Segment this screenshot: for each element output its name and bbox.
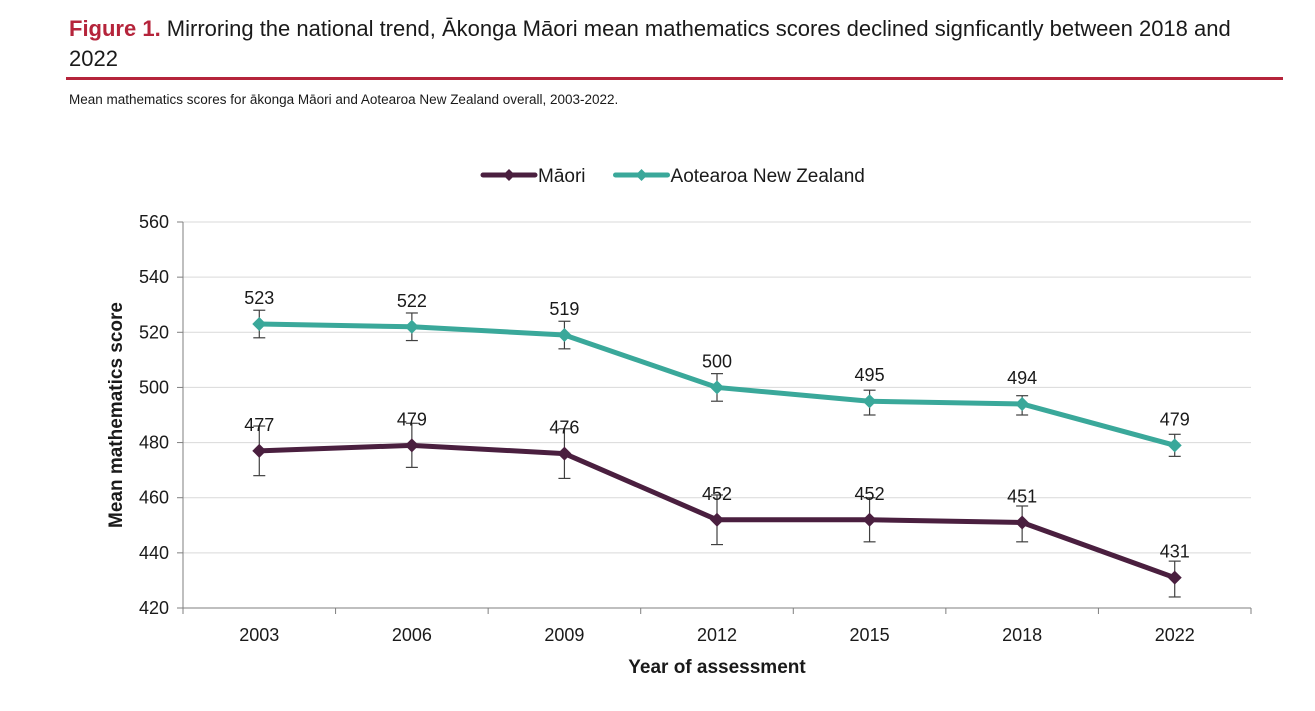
legend-marker [635,169,648,181]
data-label: 476 [549,418,579,438]
data-label: 479 [1160,409,1190,429]
data-label: 452 [855,484,885,504]
data-point [557,446,572,461]
data-label: 494 [1007,368,1037,388]
data-point [404,438,419,453]
legend-item-new-zealand: Aotearoa New Zealand [613,166,865,187]
x-tick-label: 2006 [392,625,432,645]
x-tick-label: 2003 [239,625,279,645]
data-point [862,394,877,409]
data-point [1015,396,1030,411]
legend-label: Aotearoa New Zealand [671,166,865,187]
series-maori [252,422,1182,598]
data-point [557,328,572,343]
data-label: 431 [1160,542,1190,562]
series-group [252,309,1182,598]
data-labels: 477 479 476 452 452 451 431 523 522 519 500 495 494 4… [244,288,1189,562]
figure-subtitle: Mean mathematics scores for ākonga Māori… [69,92,619,107]
y-tick-label: 420 [139,598,169,618]
data-label: 451 [1007,487,1037,507]
figure-title-text: Mirroring the national trend, Ākonga Māo… [69,16,1231,71]
data-label: 495 [855,365,885,385]
figure-title: Figure 1. Mirroring the national trend, … [69,14,1269,74]
axes: 420 440 460 480 500 520 540 560 2003 2006 2009 2012… [139,212,1252,645]
data-point [862,512,877,527]
legend: Māori Aotearoa New Zealand [480,166,865,187]
y-tick-label: 560 [139,212,169,232]
y-tick-label: 480 [139,433,169,453]
legend-label: Māori [538,166,586,187]
data-point [252,443,267,458]
data-label: 519 [549,299,579,319]
y-tick-label: 460 [139,488,169,508]
y-tick-label: 520 [139,322,169,342]
data-point [252,317,267,332]
legend-marker [503,169,515,181]
data-label: 479 [397,409,427,429]
data-label: 500 [702,351,732,371]
data-point [1167,570,1182,585]
data-point [1167,438,1182,453]
data-label: 523 [244,288,274,308]
x-axis-title: Year of assessment [628,657,806,678]
x-tick-label: 2015 [850,625,890,645]
data-point [404,319,419,334]
x-tick-label: 2009 [544,625,584,645]
figure-label: Figure 1. [69,16,161,41]
y-axis-title: Mean mathematics score [106,302,127,528]
x-tick-label: 2012 [697,625,737,645]
data-point [710,512,724,527]
x-tick-label: 2018 [1002,625,1042,645]
title-divider [66,77,1283,80]
data-point [1015,515,1030,530]
legend-item-maori: Māori [480,166,586,187]
series-new-zealand [252,309,1182,457]
data-point [710,380,724,395]
data-label: 477 [244,415,274,435]
y-tick-label: 540 [139,267,169,287]
y-tick-label: 440 [139,543,169,563]
figure-header: Figure 1. Mirroring the national trend, … [69,14,1269,74]
y-tick-label: 500 [139,377,169,397]
data-label: 522 [397,291,427,311]
data-label: 452 [702,484,732,504]
x-tick-label: 2022 [1155,625,1195,645]
